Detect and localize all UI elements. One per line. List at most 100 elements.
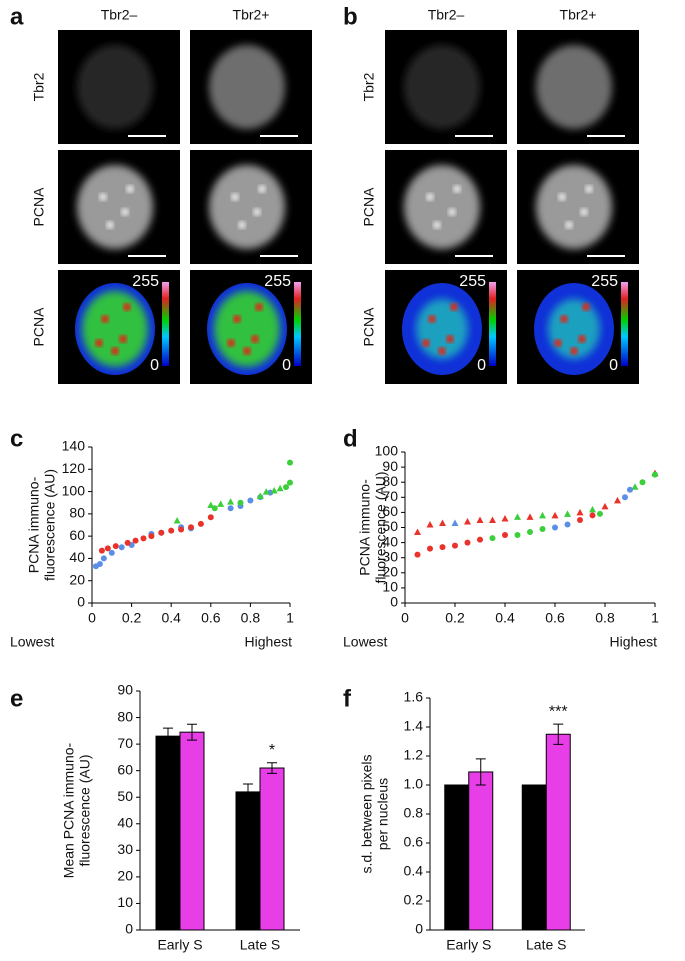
y-tick-label: 20	[382, 564, 398, 580]
point	[262, 488, 270, 495]
foci	[238, 221, 246, 229]
nucleus	[536, 45, 612, 129]
y-tick-label: 90	[117, 682, 133, 698]
row-label: PCNA	[361, 307, 377, 347]
nucleus-stain	[404, 45, 480, 129]
nucleus	[207, 283, 287, 375]
hot-spot	[582, 303, 590, 311]
error-bar	[163, 727, 173, 745]
point	[539, 511, 546, 519]
foci	[99, 193, 107, 201]
x-end-label: Highest	[610, 634, 658, 650]
point	[514, 532, 521, 539]
nucleus	[209, 45, 285, 129]
point	[256, 492, 264, 500]
nucleus	[404, 45, 480, 129]
colorbar	[489, 282, 496, 366]
panel-letter: d	[343, 425, 358, 452]
y-tick-label: 80	[382, 473, 398, 489]
point	[100, 555, 107, 562]
y-tick-label: 1.0	[404, 776, 424, 792]
foci	[565, 221, 573, 229]
hot-spot	[251, 335, 259, 343]
error-bar	[243, 783, 253, 801]
point	[597, 510, 603, 517]
bar	[444, 784, 470, 931]
point	[124, 539, 131, 546]
foci	[558, 193, 566, 201]
error-bar	[267, 762, 277, 774]
foci	[258, 185, 266, 193]
point	[589, 512, 596, 519]
y-tick-label: 80	[117, 708, 133, 724]
nucleus	[534, 283, 614, 375]
y-tick-label: 80	[69, 505, 85, 521]
point	[426, 520, 434, 528]
hot-spot	[428, 315, 436, 323]
y-axis-label: Mean PCNA immuno-	[61, 742, 77, 878]
hot-spot	[570, 347, 578, 355]
y-tick-label: 70	[382, 488, 398, 504]
panel-letter: f	[343, 685, 352, 712]
point	[631, 483, 639, 490]
x-tick-label: 0.8	[595, 610, 615, 626]
foci	[453, 185, 461, 193]
x-tick-label: Early S	[157, 937, 202, 953]
point	[148, 533, 155, 540]
foci	[106, 221, 114, 229]
hot-spot	[119, 335, 127, 343]
foci	[585, 185, 593, 193]
foci	[426, 193, 434, 201]
bar	[179, 731, 205, 931]
panel-letter: b	[343, 3, 358, 30]
hot-spot	[554, 339, 562, 347]
foci	[253, 208, 261, 216]
point	[639, 479, 646, 486]
point	[227, 505, 234, 512]
point	[502, 532, 508, 539]
y-tick-label: 0	[77, 594, 85, 610]
y-tick-label: 1.2	[404, 747, 424, 763]
y-axis-label: s.d. between pixels	[359, 754, 375, 873]
point	[552, 524, 558, 531]
column-header: Tbr2+	[233, 7, 270, 23]
panel-letter: c	[10, 425, 23, 452]
row-label: PCNA	[31, 187, 47, 227]
hot-spot	[560, 315, 568, 323]
point	[270, 486, 278, 494]
nucleus	[77, 165, 153, 249]
y-tick-label: 40	[117, 814, 133, 830]
point	[178, 526, 185, 533]
x-tick-label: Late S	[240, 937, 280, 953]
panel-letter: e	[10, 685, 23, 712]
colorbar	[294, 282, 301, 366]
x-tick-label: 0.2	[122, 610, 142, 626]
y-tick-label: 60	[117, 761, 133, 777]
point	[476, 516, 484, 523]
point	[514, 513, 521, 520]
bar	[235, 791, 261, 931]
y-tick-label: 50	[117, 788, 133, 804]
point	[452, 542, 458, 549]
point	[158, 529, 165, 536]
y-tick-label: 0	[390, 594, 398, 610]
x-tick-label: 0.4	[495, 610, 515, 626]
error-bar	[187, 723, 197, 741]
row-label: PCNA	[31, 307, 47, 347]
point	[489, 535, 496, 542]
hot-spot	[227, 339, 235, 347]
foci	[448, 208, 456, 216]
point	[527, 529, 533, 536]
y-tick-label: 10	[382, 579, 398, 595]
x-tick-label: Late S	[526, 937, 566, 953]
x-tick-label: 1	[651, 610, 659, 626]
y-tick-label: 50	[382, 518, 398, 534]
y-tick-label: 1.4	[404, 718, 424, 734]
point	[652, 471, 658, 478]
y-tick-label: 30	[117, 841, 133, 857]
bar	[155, 735, 181, 931]
point	[577, 516, 583, 523]
y-tick-label: 140	[62, 438, 86, 454]
hot-spot	[243, 347, 251, 355]
